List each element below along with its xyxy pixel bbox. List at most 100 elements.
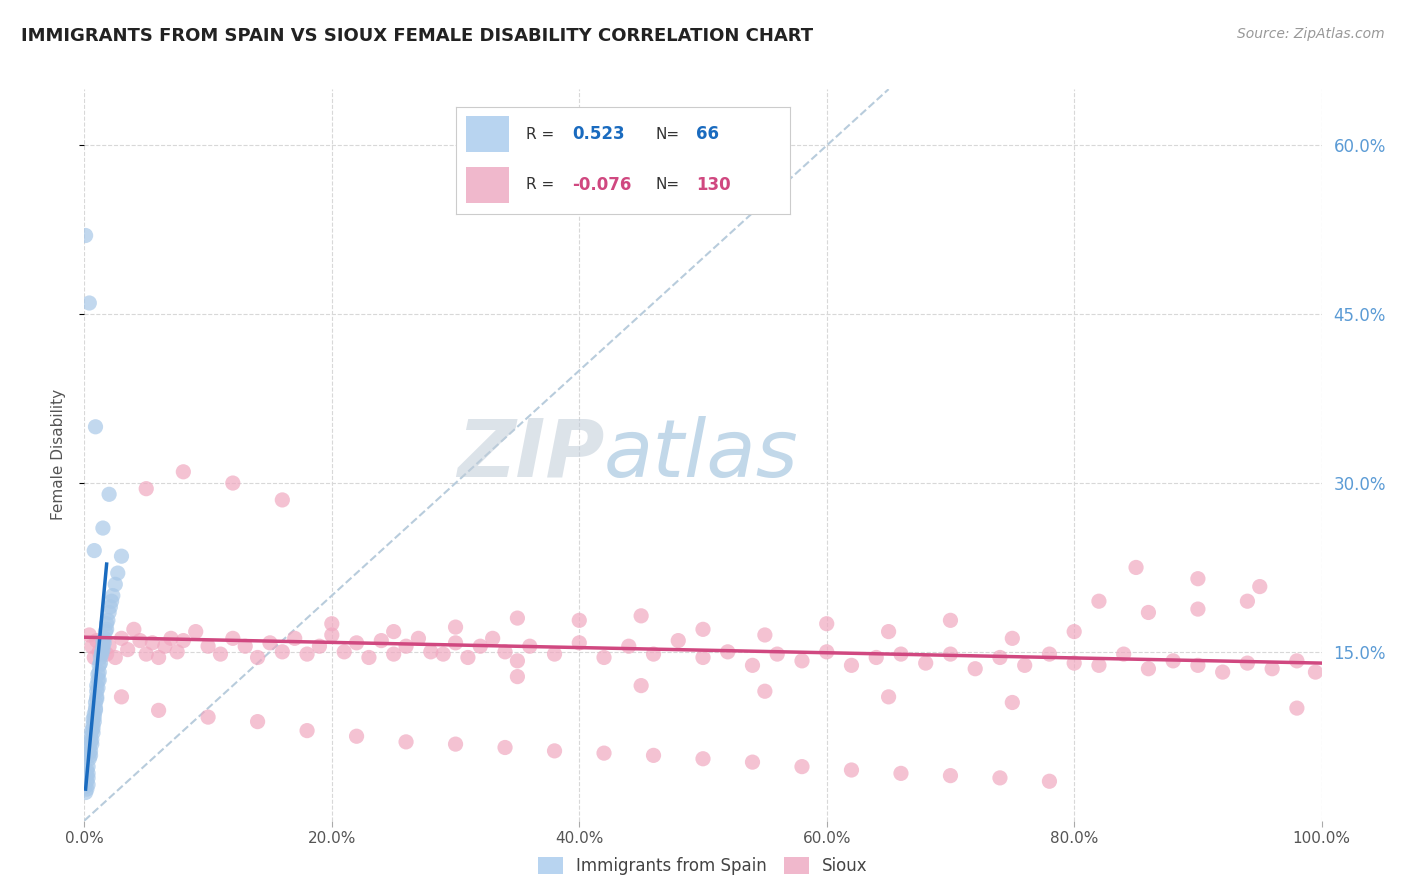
Point bbox=[284, 632, 307, 646]
Point bbox=[914, 656, 936, 670]
Point bbox=[419, 645, 441, 659]
Point bbox=[630, 608, 652, 623]
Point bbox=[107, 566, 129, 580]
Point bbox=[877, 624, 900, 639]
Point bbox=[148, 703, 170, 717]
Point bbox=[90, 645, 112, 659]
Point bbox=[83, 543, 105, 558]
Point bbox=[82, 718, 104, 732]
Point bbox=[877, 690, 900, 704]
Point bbox=[568, 613, 591, 627]
Y-axis label: Female Disability: Female Disability bbox=[51, 389, 66, 521]
Point bbox=[1236, 656, 1258, 670]
Point bbox=[432, 647, 454, 661]
Point bbox=[197, 639, 219, 653]
Point bbox=[222, 476, 245, 491]
Point bbox=[84, 703, 107, 717]
Point bbox=[86, 690, 108, 704]
Point bbox=[141, 636, 163, 650]
Point bbox=[89, 650, 111, 665]
Point bbox=[94, 624, 117, 639]
Point bbox=[1063, 624, 1085, 639]
Point bbox=[91, 521, 114, 535]
Point bbox=[259, 636, 281, 650]
Point bbox=[80, 732, 103, 747]
Point bbox=[97, 613, 120, 627]
Point bbox=[1137, 662, 1160, 676]
Point bbox=[98, 606, 121, 620]
Point bbox=[79, 748, 101, 763]
Point bbox=[93, 636, 115, 650]
Point bbox=[100, 594, 122, 608]
Point bbox=[1125, 560, 1147, 574]
Point bbox=[1187, 572, 1209, 586]
Point bbox=[1285, 654, 1308, 668]
Point bbox=[86, 679, 108, 693]
Point bbox=[166, 645, 188, 659]
Point bbox=[73, 780, 96, 794]
Point bbox=[98, 599, 121, 614]
Point bbox=[841, 658, 863, 673]
Point bbox=[209, 647, 232, 661]
Point bbox=[104, 577, 127, 591]
Point bbox=[741, 755, 763, 769]
Point bbox=[160, 632, 183, 646]
Point bbox=[79, 729, 101, 743]
Point bbox=[965, 662, 987, 676]
Point bbox=[79, 744, 101, 758]
Point bbox=[333, 645, 356, 659]
Point bbox=[741, 658, 763, 673]
Point bbox=[79, 746, 101, 760]
Point bbox=[91, 636, 114, 650]
Point bbox=[84, 701, 107, 715]
Point bbox=[1187, 602, 1209, 616]
Point bbox=[77, 766, 100, 780]
Point bbox=[457, 650, 479, 665]
Point bbox=[346, 636, 368, 650]
Point bbox=[494, 645, 516, 659]
Point bbox=[593, 650, 616, 665]
Point bbox=[1236, 594, 1258, 608]
Point bbox=[295, 723, 318, 738]
Point bbox=[444, 636, 467, 650]
Point bbox=[98, 487, 121, 501]
Point bbox=[82, 712, 104, 726]
Point bbox=[79, 752, 101, 766]
Point bbox=[172, 633, 194, 648]
Point bbox=[790, 759, 813, 773]
Point bbox=[408, 632, 430, 646]
Point bbox=[110, 549, 132, 564]
Point bbox=[77, 771, 100, 785]
Point bbox=[90, 647, 112, 661]
Point bbox=[382, 624, 405, 639]
Text: atlas: atlas bbox=[605, 416, 799, 494]
Point bbox=[321, 628, 343, 642]
Point bbox=[271, 492, 294, 507]
Legend: Immigrants from Spain, Sioux: Immigrants from Spain, Sioux bbox=[531, 850, 875, 882]
Point bbox=[630, 679, 652, 693]
Point bbox=[79, 735, 101, 749]
Point bbox=[83, 706, 105, 721]
Point bbox=[815, 645, 838, 659]
Point bbox=[83, 714, 105, 729]
Point bbox=[754, 628, 776, 642]
Point bbox=[790, 654, 813, 668]
Point bbox=[1001, 632, 1024, 646]
Point bbox=[1161, 654, 1184, 668]
Point bbox=[271, 645, 294, 659]
Point bbox=[1249, 580, 1271, 594]
Point bbox=[506, 670, 529, 684]
Point bbox=[308, 639, 330, 653]
Point bbox=[1137, 606, 1160, 620]
Point bbox=[519, 639, 541, 653]
Point bbox=[98, 639, 121, 653]
Point bbox=[117, 642, 139, 657]
Point bbox=[643, 647, 665, 661]
Point bbox=[988, 650, 1011, 665]
Point bbox=[86, 633, 108, 648]
Point bbox=[79, 740, 101, 755]
Point bbox=[395, 639, 418, 653]
Point bbox=[692, 752, 714, 766]
Point bbox=[75, 785, 97, 799]
Point bbox=[1187, 658, 1209, 673]
